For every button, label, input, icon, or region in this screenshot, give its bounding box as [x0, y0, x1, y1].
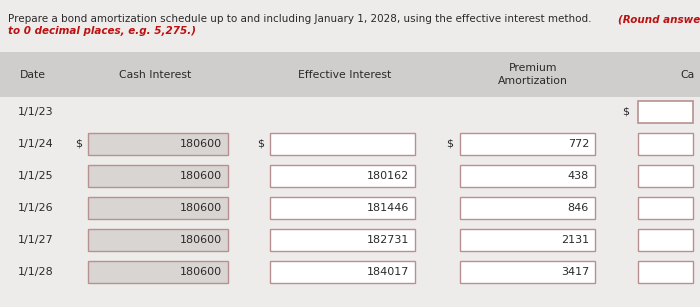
- Text: 1/1/25: 1/1/25: [18, 171, 54, 181]
- Text: 1/1/23: 1/1/23: [18, 107, 54, 117]
- Text: 180162: 180162: [367, 171, 409, 181]
- FancyBboxPatch shape: [88, 229, 228, 251]
- Text: Prepare a bond amortization schedule up to and including January 1, 2028, using : Prepare a bond amortization schedule up …: [8, 14, 595, 24]
- FancyBboxPatch shape: [638, 165, 693, 187]
- FancyBboxPatch shape: [638, 133, 693, 155]
- FancyBboxPatch shape: [638, 261, 693, 283]
- FancyBboxPatch shape: [270, 133, 415, 155]
- Text: 1/1/24: 1/1/24: [18, 139, 54, 149]
- FancyBboxPatch shape: [270, 261, 415, 283]
- FancyBboxPatch shape: [638, 197, 693, 219]
- Text: 180600: 180600: [180, 267, 222, 277]
- Text: $: $: [622, 107, 629, 117]
- Text: 180600: 180600: [180, 235, 222, 245]
- FancyBboxPatch shape: [460, 261, 595, 283]
- FancyBboxPatch shape: [0, 52, 700, 97]
- Text: $: $: [257, 139, 264, 149]
- Text: 1/1/28: 1/1/28: [18, 267, 54, 277]
- Text: (Round answers: (Round answers: [618, 14, 700, 24]
- FancyBboxPatch shape: [460, 165, 595, 187]
- Text: $: $: [446, 139, 453, 149]
- FancyBboxPatch shape: [460, 197, 595, 219]
- Text: Cash Interest: Cash Interest: [119, 69, 191, 80]
- FancyBboxPatch shape: [270, 197, 415, 219]
- FancyBboxPatch shape: [270, 229, 415, 251]
- FancyBboxPatch shape: [460, 133, 595, 155]
- Text: Date: Date: [20, 69, 46, 80]
- Text: Amortization: Amortization: [498, 76, 568, 86]
- Text: 180600: 180600: [180, 139, 222, 149]
- FancyBboxPatch shape: [88, 197, 228, 219]
- Text: 182731: 182731: [367, 235, 409, 245]
- FancyBboxPatch shape: [88, 165, 228, 187]
- Text: 1/1/27: 1/1/27: [18, 235, 54, 245]
- Text: 3417: 3417: [561, 267, 589, 277]
- Text: Effective Interest: Effective Interest: [298, 69, 391, 80]
- FancyBboxPatch shape: [88, 133, 228, 155]
- FancyBboxPatch shape: [460, 229, 595, 251]
- Text: 846: 846: [568, 203, 589, 213]
- Text: 181446: 181446: [367, 203, 409, 213]
- Text: Premium: Premium: [509, 63, 557, 73]
- Text: 1/1/26: 1/1/26: [18, 203, 54, 213]
- Text: 184017: 184017: [367, 267, 409, 277]
- Text: 180600: 180600: [180, 203, 222, 213]
- Text: 2131: 2131: [561, 235, 589, 245]
- FancyBboxPatch shape: [88, 261, 228, 283]
- Text: Ca: Ca: [680, 69, 694, 80]
- Text: 772: 772: [568, 139, 589, 149]
- Text: to 0 decimal places, e.g. 5,275.): to 0 decimal places, e.g. 5,275.): [8, 26, 196, 36]
- Text: 438: 438: [568, 171, 589, 181]
- FancyBboxPatch shape: [270, 165, 415, 187]
- Text: $: $: [75, 139, 82, 149]
- FancyBboxPatch shape: [638, 101, 693, 123]
- Text: 180600: 180600: [180, 171, 222, 181]
- FancyBboxPatch shape: [638, 229, 693, 251]
